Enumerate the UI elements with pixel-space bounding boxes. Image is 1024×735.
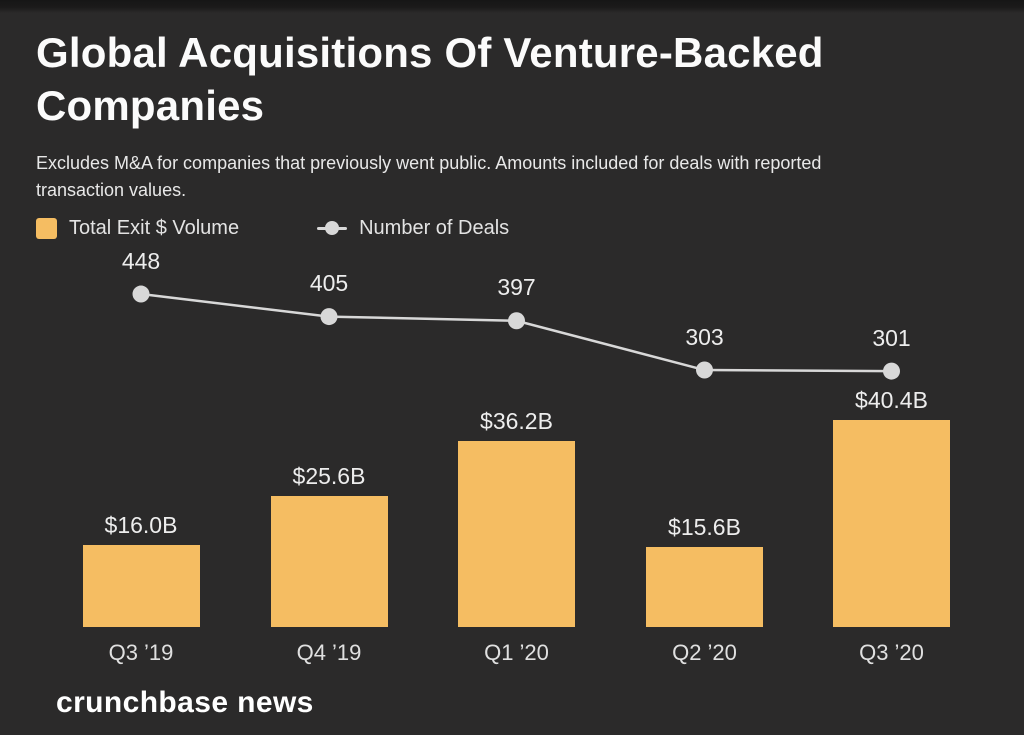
bar-series-swatch-icon <box>36 217 57 239</box>
page-title: Global Acquisitions Of Venture-Backed Co… <box>36 29 824 129</box>
line-value-label-2: 405 <box>309 270 349 297</box>
legend: Total Exit $ Volume Number of Deals <box>36 215 509 241</box>
bar-1 <box>82 545 200 627</box>
x-axis-label-1: Q3 ’19 <box>108 640 174 665</box>
x-axis-label-4: Q2 ’20 <box>672 640 737 665</box>
deals-point-4 <box>696 361 713 379</box>
x-axis-label-2: Q4 ’19 <box>296 640 362 665</box>
deals-point-5 <box>883 362 900 380</box>
bar-3 <box>458 441 575 627</box>
bar-value-label-4: $15.6B <box>668 514 741 541</box>
bar-4 <box>646 547 763 627</box>
bar-value-label-5: $40.4B <box>855 386 928 413</box>
bar-value-label-3: $36.2B <box>480 408 553 435</box>
line-series-marker-icon <box>317 221 348 235</box>
line-value-label-5: 301 <box>872 324 911 351</box>
deals-point-3 <box>508 312 525 330</box>
top-edge-shadow <box>0 0 1024 13</box>
bar-5 <box>833 419 950 627</box>
bar-value-label-1: $16.0B <box>104 512 178 538</box>
deals-point-2 <box>320 308 338 326</box>
line-value-label-4: 303 <box>685 323 724 350</box>
x-axis-label-3: Q1 ’20 <box>484 640 549 665</box>
deals-point-1 <box>132 285 150 303</box>
legend-item-total-exit-volume: Total Exit $ Volume <box>36 217 239 240</box>
chart-subtitle: Excludes M&A for companies that previous… <box>36 153 822 200</box>
bar-2 <box>270 495 388 627</box>
bar-value-label-2: $25.6B <box>292 462 366 489</box>
legend-label-total-exit-volume: Total Exit $ Volume <box>69 216 240 239</box>
x-axis-label-5: Q3 ’20 <box>859 640 924 665</box>
legend-item-number-of-deals: Number of Deals <box>317 217 509 240</box>
line-dot-icon <box>325 221 340 235</box>
line-value-label-3: 397 <box>497 274 536 301</box>
legend-label-number-of-deals: Number of Deals <box>359 216 510 239</box>
line-value-label-1: 448 <box>121 247 161 274</box>
deals-line <box>140 292 892 373</box>
crunchbase-news-logo: crunchbase news <box>56 686 314 719</box>
